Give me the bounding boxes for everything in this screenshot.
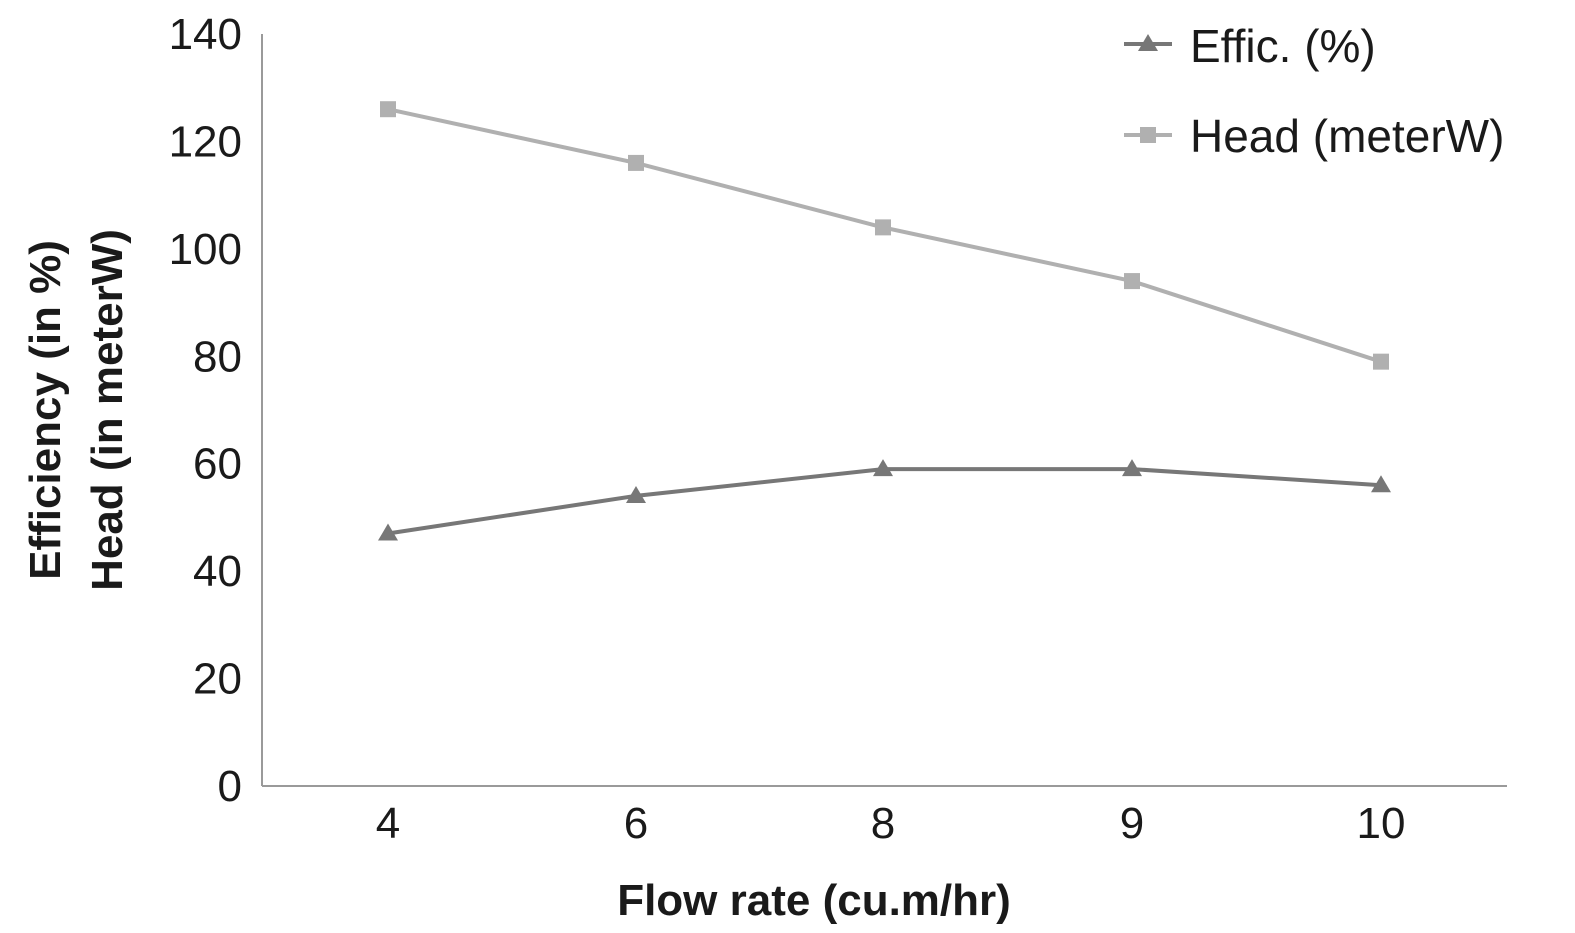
head-data-point [628,154,644,171]
y-axis-title-line-2: Head (in meterW) [83,229,132,591]
legend: Effic. (%) Head (meterW) [1124,20,1504,162]
y-tick-label: 40 [193,547,242,596]
effic-data-point [1371,475,1391,493]
effic-data-point [626,485,646,503]
y-tick-label: 0 [218,762,242,811]
x-tick-label: 6 [624,799,648,848]
y-tick-label: 60 [193,440,242,489]
legend-head-label: Head (meterW) [1190,110,1504,162]
y-tick-label: 120 [169,117,242,166]
series-head [380,101,1389,370]
y-tick-label: 100 [169,225,242,274]
head-data-point [875,219,891,236]
y-tick-label: 80 [193,332,242,381]
head-data-point [1373,353,1389,370]
x-tick-label: 4 [376,799,400,848]
head-data-point [1124,273,1140,290]
legend-effic-triangle-marker [1138,34,1158,51]
y-axis-title: Efficiency (in %) Head (in meterW) [21,229,132,591]
series-effic [378,459,1391,541]
y-tick-labels: 0 20 40 60 80 100 120 140 [169,10,242,811]
series-effic-line [387,467,1382,536]
x-tick-label: 9 [1120,799,1144,848]
x-tick-label: 8 [871,799,895,848]
x-tick-labels: 4 6 8 9 10 [376,799,1406,848]
y-axis-title-line-1: Efficiency (in %) [21,240,70,580]
effic-data-point [873,459,893,477]
y-tick-label: 140 [169,10,242,59]
legend-item-effic: Effic. (%) [1124,20,1376,72]
legend-item-head: Head (meterW) [1124,110,1504,162]
y-tick-label: 20 [193,655,242,704]
x-axis-title: Flow rate (cu.m/hr) [617,876,1011,925]
axes [261,34,1507,787]
legend-head-square-marker [1140,127,1156,143]
legend-effic-label: Effic. (%) [1190,20,1376,72]
head-data-point [380,101,396,118]
x-tick-label: 10 [1357,799,1406,848]
series-layer [378,101,1391,541]
effic-data-point [378,523,398,541]
effic-data-point [1122,459,1142,477]
